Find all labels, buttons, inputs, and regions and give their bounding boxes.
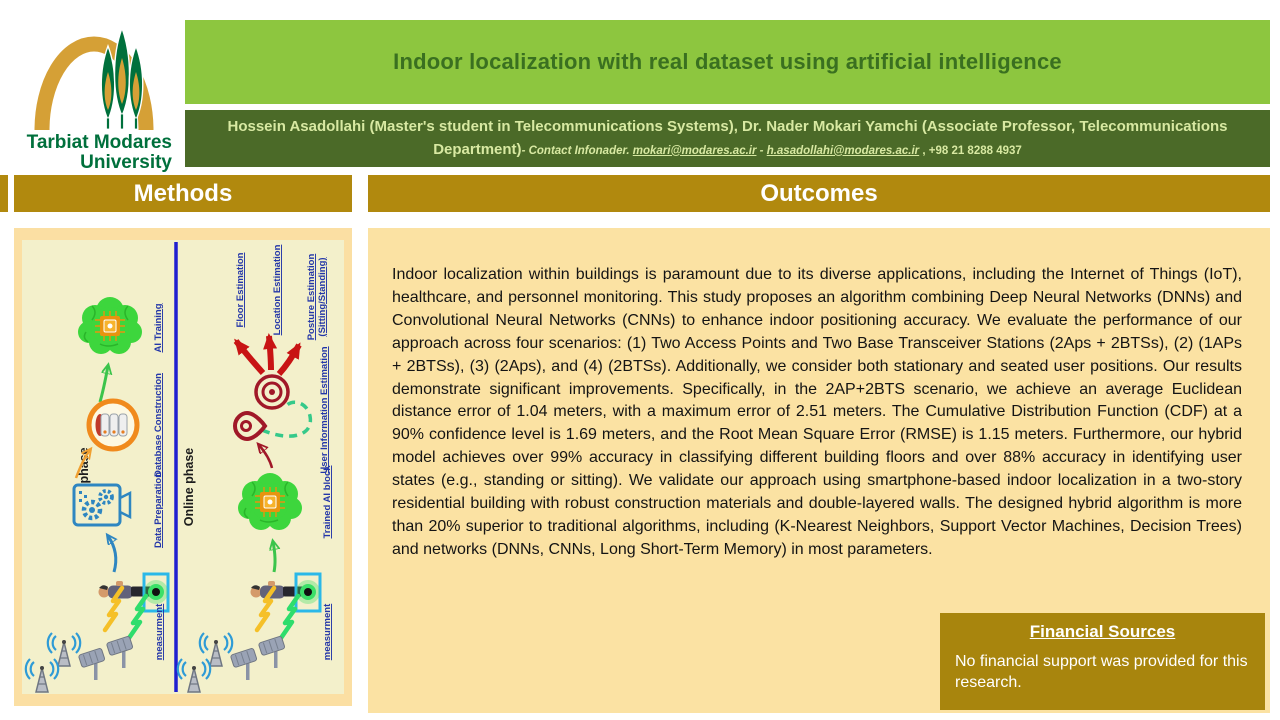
brain-chip-icon-online	[237, 472, 303, 531]
lightning-bolt-green-icon	[129, 596, 146, 638]
panel-antenna-icon	[105, 635, 134, 669]
database-icon	[86, 398, 140, 452]
target-icon	[254, 374, 290, 410]
measurement-label-offline: measurment	[154, 603, 165, 660]
cypress-trees-icon	[100, 25, 144, 130]
antenna-tower-icon	[198, 631, 234, 668]
methods-heading: Methods	[133, 179, 233, 207]
contact-dash: -	[756, 144, 767, 157]
author-band: Hossein Asadollahi (Master's student in …	[185, 110, 1270, 167]
phone-number: , +98 21 8288 4937	[919, 144, 1022, 157]
antenna-tower-icon	[176, 657, 212, 694]
outcomes-heading: Outcomes	[760, 179, 878, 207]
measurement-label-online: measurment	[322, 603, 333, 660]
authors-line: Hossein Asadollahi (Master's student in …	[219, 116, 1236, 161]
arrow-monitor-to-db	[74, 450, 90, 479]
floor-estimation-label: Floor Estimation	[235, 252, 246, 327]
location-estimation-label: Location Estimation	[272, 244, 283, 335]
data-preparation-label: Data Preparation	[153, 472, 164, 548]
methods-section-header: Methods	[14, 175, 352, 212]
email-link-asadollahi[interactable]: h.asadollahi@modares.ac.ir	[766, 144, 920, 157]
page-title: Indoor localization with real dataset us…	[393, 49, 1062, 74]
logo-wordmark: Tarbiat Modares University	[22, 133, 172, 173]
financial-sources-box: Financial Sources No financial support w…	[940, 613, 1265, 710]
posture-estimation-label-line2: (Sitting/Standing)	[317, 257, 328, 336]
contact-label: - Contact Infonader.	[521, 144, 633, 157]
arrow-brain-to-pin	[259, 445, 274, 469]
title-band: Indoor localization with real dataset us…	[185, 20, 1270, 104]
arrow-person-to-brain	[273, 542, 275, 573]
online-phase-label: Online phase	[182, 448, 196, 527]
panel-antenna-icon	[229, 647, 258, 681]
ai-training-label: AI Training	[153, 303, 164, 352]
outcomes-section-header: Outcomes	[368, 175, 1270, 212]
authors-text: Hossein Asadollahi (Master's student in …	[227, 118, 1228, 158]
logo-line2: University	[80, 152, 172, 173]
abstract-text: Indoor localization within buildings is …	[392, 266, 1242, 558]
methods-diagram-area: Offline phase Online phase AI Training D…	[22, 240, 344, 694]
arrow-db-to-brain	[98, 366, 108, 403]
data-preparation-icon	[72, 483, 132, 527]
location-pin-icon	[232, 410, 268, 442]
panel-antenna-icon	[77, 647, 106, 681]
methods-diagram: Offline phase Online phase AI Training D…	[24, 242, 333, 694]
walking-path-dashed	[261, 400, 313, 438]
left-edge-gold-sliver	[0, 175, 8, 212]
person-with-phone-icon-online	[249, 572, 322, 613]
university-logo: Tarbiat Modares University	[22, 12, 178, 173]
database-construction-label: Database Construction	[153, 373, 164, 477]
logo-graphic-icon	[34, 25, 154, 131]
email-link-mokari[interactable]: mokari@modares.ac.ir	[632, 144, 757, 157]
methods-panel: Offline phase Online phase AI Training D…	[14, 228, 352, 706]
panel-antenna-icon	[257, 635, 286, 669]
brain-chip-icon-offline	[77, 296, 143, 355]
user-information-estimation-label: User Information Estimation	[319, 346, 330, 473]
lightning-bolt-green-icon	[281, 596, 298, 638]
antenna-tower-icon	[46, 631, 82, 668]
financial-sources-body: No financial support was provided for th…	[955, 653, 1248, 692]
logo-line1: Tarbiat Modares	[26, 132, 172, 153]
posture-estimation-label-line1: Posture Estimation	[306, 254, 317, 341]
trained-ai-block-label: Trained AI block	[322, 465, 333, 539]
financial-sources-heading: Financial Sources	[1029, 622, 1176, 641]
estimation-fan-arrows	[233, 333, 302, 377]
outcomes-panel: Indoor localization within buildings is …	[368, 228, 1270, 713]
arrow-person-to-monitor	[108, 536, 116, 573]
antenna-tower-icon	[24, 657, 60, 694]
